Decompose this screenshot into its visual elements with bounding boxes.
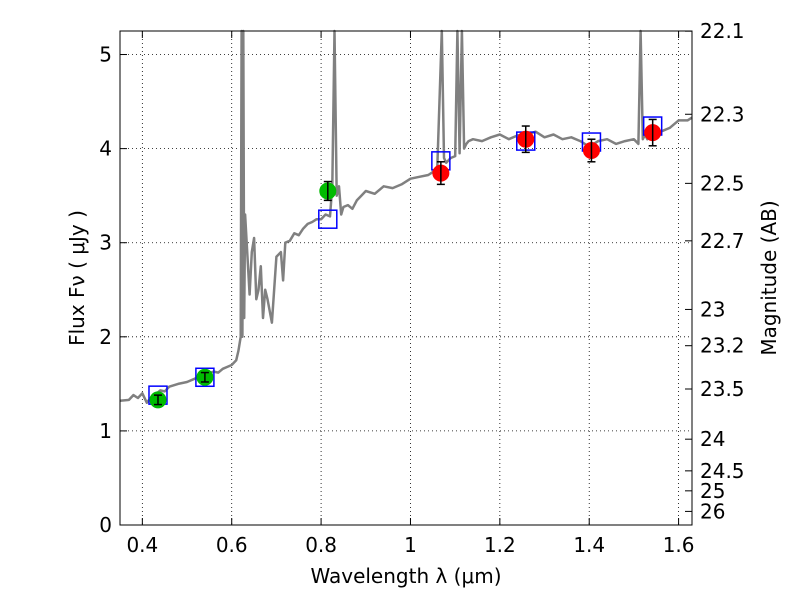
model-photometry-box xyxy=(195,367,215,388)
y-ticks: 0 1 2 3 4 5 xyxy=(99,43,127,537)
model-sed-layer xyxy=(119,29,693,404)
x-axis-label: Wavelength λ (μm) xyxy=(310,564,501,588)
x-tick-label: 0.6 xyxy=(216,533,248,557)
magnitude-axis-label: Magnitude (AB) xyxy=(757,200,781,355)
model-photometry-box xyxy=(318,209,338,229)
x-ticks: 0.4 0.6 0.8 1 1.2 1.4 1.6 xyxy=(126,31,695,557)
x-tick-label: 1 xyxy=(404,533,417,557)
x-tick-label: 0.8 xyxy=(305,533,337,557)
y-axis-label: Flux Fν ( μJy ) xyxy=(65,210,89,346)
y-tick-label: 2 xyxy=(99,325,112,349)
magnitude-tick-label: 22.1 xyxy=(700,19,745,43)
x-tick-label: 1.2 xyxy=(484,533,516,557)
magnitude-tick-label: 26 xyxy=(700,499,725,523)
plot-frame xyxy=(119,30,693,526)
grid-lines xyxy=(120,31,692,526)
x-tick-label: 0.4 xyxy=(126,533,158,557)
y-tick-label: 0 xyxy=(99,513,112,537)
x-tick-label: 1.4 xyxy=(573,533,605,557)
observed-photometry-layer xyxy=(149,118,662,409)
model-sed-line xyxy=(119,29,693,404)
magnitude-tick-label: 22.7 xyxy=(700,229,745,253)
magnitude-tick-label: 24.5 xyxy=(700,459,745,483)
magnitude-tick-label: 22.5 xyxy=(700,171,745,195)
magnitude-tick-label: 24 xyxy=(700,427,725,451)
magnitude-tick-label: 23.2 xyxy=(700,334,745,358)
y-tick-label: 5 xyxy=(99,43,112,67)
magnitude-tick-label: 23 xyxy=(700,297,725,321)
y-tick-label: 4 xyxy=(99,137,112,161)
y-tick-label: 1 xyxy=(99,419,112,443)
magnitude-tick-label: 22.3 xyxy=(700,102,745,126)
magnitude-tick-label: 25 xyxy=(700,479,725,503)
x-tick-label: 1.6 xyxy=(663,533,695,557)
model-photometry-layer xyxy=(148,116,663,405)
magnitude-tick-label: 23.5 xyxy=(700,377,745,401)
y-tick-label: 3 xyxy=(99,231,112,255)
